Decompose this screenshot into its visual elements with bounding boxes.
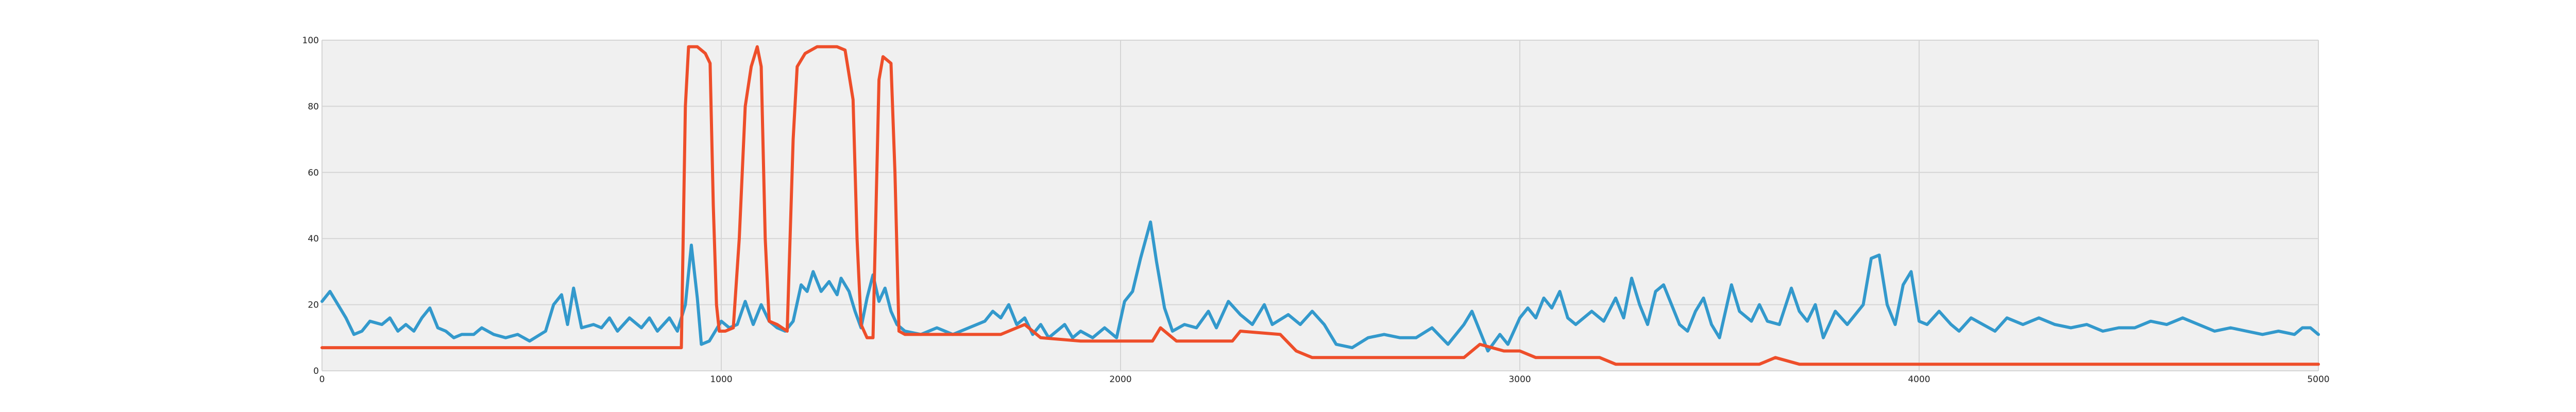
series-layer (320, 45, 2320, 366)
x-tick-label: 2000 (1109, 374, 1131, 385)
y-axis-ticks: 0 20 40 60 80 100 (302, 36, 319, 376)
x-tick-label: 1000 (710, 374, 732, 385)
plot-area (322, 40, 2318, 371)
x-tick-label: 3000 (1509, 374, 1531, 385)
x-axis-ticks: 0 1000 2000 3000 4000 5000 (319, 374, 2330, 385)
y-tick-label: 0 (313, 366, 319, 376)
y-tick-label: 80 (308, 101, 319, 112)
x-tick-label: 4000 (1908, 374, 1930, 385)
y-tick-label: 40 (308, 234, 319, 244)
y-tick-label: 20 (308, 300, 319, 311)
grid-lines (321, 40, 2319, 371)
series-line-blue (320, 220, 2320, 353)
x-tick-label: 0 (319, 374, 325, 385)
y-tick-label: 100 (302, 36, 319, 46)
series-line-red (320, 45, 2320, 366)
x-tick-label: 5000 (2307, 374, 2329, 385)
y-tick-label: 60 (308, 168, 319, 178)
